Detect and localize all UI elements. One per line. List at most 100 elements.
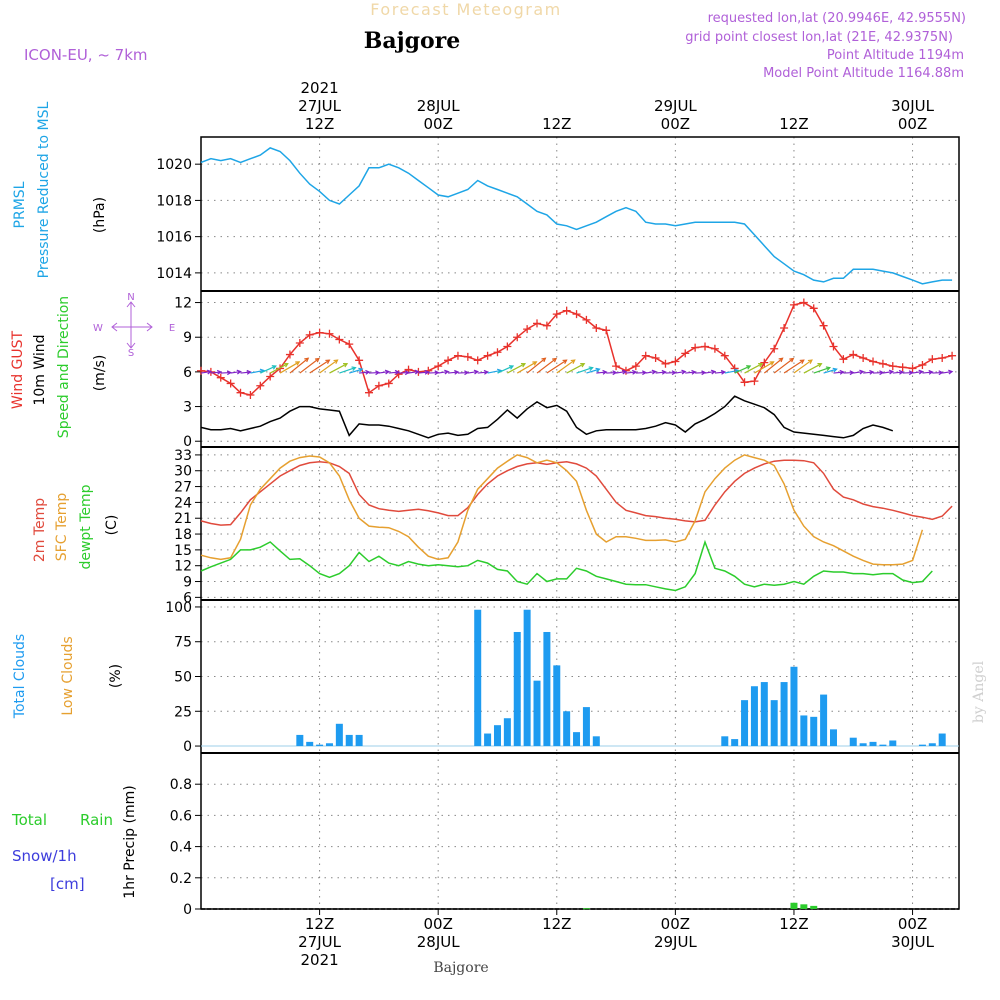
- temp-ytick-label: 12: [174, 559, 192, 575]
- gust-marker: [542, 321, 551, 330]
- wind-arrow-head: [394, 369, 400, 375]
- cloud-bar: [523, 609, 531, 747]
- precip-bar: [800, 904, 808, 909]
- wind-arrow: [556, 359, 576, 374]
- wind-arrow: [823, 368, 837, 374]
- wind-arrow: [803, 363, 822, 374]
- wind-arrow: [596, 371, 607, 374]
- wind-arrow: [675, 370, 686, 374]
- chart-title: Forecast Meteogram: [370, 0, 561, 19]
- compass-south: S: [128, 348, 134, 359]
- wind-ytick-label: 12: [174, 296, 192, 312]
- wind-arrow-head: [580, 363, 586, 368]
- precip-ytick-label: 0.6: [170, 808, 192, 824]
- pressure-ytick-label: 1014: [156, 266, 192, 282]
- temp-unit: (C): [104, 515, 120, 536]
- gust-marker: [928, 355, 937, 364]
- gust-marker: [305, 330, 314, 339]
- cloud-bar: [563, 711, 571, 747]
- pressure-panel: 1014 1016 1018 1020: [156, 137, 959, 291]
- wind-arrow-head: [358, 367, 364, 373]
- gust-marker: [216, 373, 225, 382]
- clouds-ytick-label: 75: [174, 635, 192, 651]
- wind-arrow-head: [825, 366, 832, 371]
- gust-marker: [256, 381, 265, 390]
- top-time-label: 30JUL: [891, 97, 934, 115]
- wind-unit: (m/s): [92, 355, 108, 392]
- gust-marker: [671, 357, 680, 366]
- cloud-bar: [325, 743, 333, 747]
- gust-marker: [789, 300, 798, 309]
- precip-bar: [790, 902, 798, 909]
- wind-arrow: [625, 371, 636, 374]
- wind-arrow: [250, 369, 264, 374]
- top-time-label: 00Z: [661, 115, 690, 133]
- wind-arrow: [438, 370, 449, 374]
- cloud-bar: [750, 686, 758, 747]
- cloud-bar: [582, 707, 590, 747]
- wind-arrow-head: [799, 359, 805, 364]
- gust-marker: [839, 355, 848, 364]
- t2m-label: 2m Temp: [32, 498, 48, 562]
- gust-marker: [760, 358, 769, 367]
- wind-arrow: [744, 363, 763, 374]
- wind-arrow-head: [236, 369, 242, 375]
- cloud-bar: [355, 734, 363, 747]
- wind-arrow-head: [789, 357, 795, 363]
- wind-arrow: [279, 361, 300, 374]
- gust-marker: [503, 342, 512, 351]
- gust-marker: [266, 372, 275, 381]
- cloud-bar: [573, 732, 581, 747]
- wind-arrow: [526, 357, 546, 374]
- gust-marker: [473, 356, 482, 365]
- top-time-label: 12Z: [542, 115, 571, 133]
- gust-marker: [453, 351, 462, 360]
- wind-arrow-head: [454, 369, 460, 375]
- gust-marker: [948, 351, 957, 360]
- wind-arrow: [240, 371, 251, 374]
- wind-arrow-head: [271, 365, 277, 370]
- top-time-label: 29JUL: [654, 97, 697, 115]
- cloud-bar: [869, 741, 877, 747]
- wind-arrow-head: [343, 363, 349, 368]
- precip-ytick-label: 0: [183, 902, 192, 918]
- gust-marker: [908, 364, 917, 373]
- gust-marker: [246, 391, 255, 399]
- gust-marker: [483, 351, 492, 360]
- top-time-label: 12Z: [305, 115, 334, 133]
- temp-ytick-label: 24: [174, 495, 192, 511]
- total-clouds-label: Total Clouds: [12, 634, 28, 719]
- wind-arrow: [942, 370, 953, 374]
- wind-arrow: [497, 365, 514, 374]
- wind-arrow: [359, 371, 370, 374]
- precip-total-label: Total: [11, 811, 47, 829]
- gust-marker: [602, 326, 611, 335]
- wind-arrow: [536, 358, 557, 374]
- wind-arrow-head: [444, 369, 450, 375]
- wind-arrow: [863, 371, 874, 374]
- gust-marker: [918, 360, 927, 369]
- bottom-time-label: 28JUL: [417, 933, 460, 951]
- gust-marker: [572, 310, 581, 319]
- gust-marker: [523, 325, 532, 334]
- cloud-bar: [829, 729, 837, 747]
- gust-marker: [701, 342, 710, 351]
- wind-arrow-head: [595, 367, 601, 373]
- gust-marker: [898, 363, 907, 372]
- wind-arrow: [793, 359, 813, 374]
- wind-arrow: [269, 363, 289, 374]
- cloud-bar: [849, 737, 857, 747]
- wind-arrow-head: [562, 359, 568, 364]
- cloud-bar: [474, 609, 482, 747]
- wind-arrow: [260, 365, 277, 374]
- gust-marker: [612, 362, 621, 371]
- gust-marker: [582, 315, 591, 324]
- gust-marker: [888, 362, 897, 371]
- wind-arrow-head: [384, 369, 391, 375]
- cloud-bar: [928, 743, 936, 747]
- wind-arrow: [546, 359, 567, 374]
- wind-ytick-label: 3: [183, 400, 192, 416]
- gust-marker: [938, 354, 947, 363]
